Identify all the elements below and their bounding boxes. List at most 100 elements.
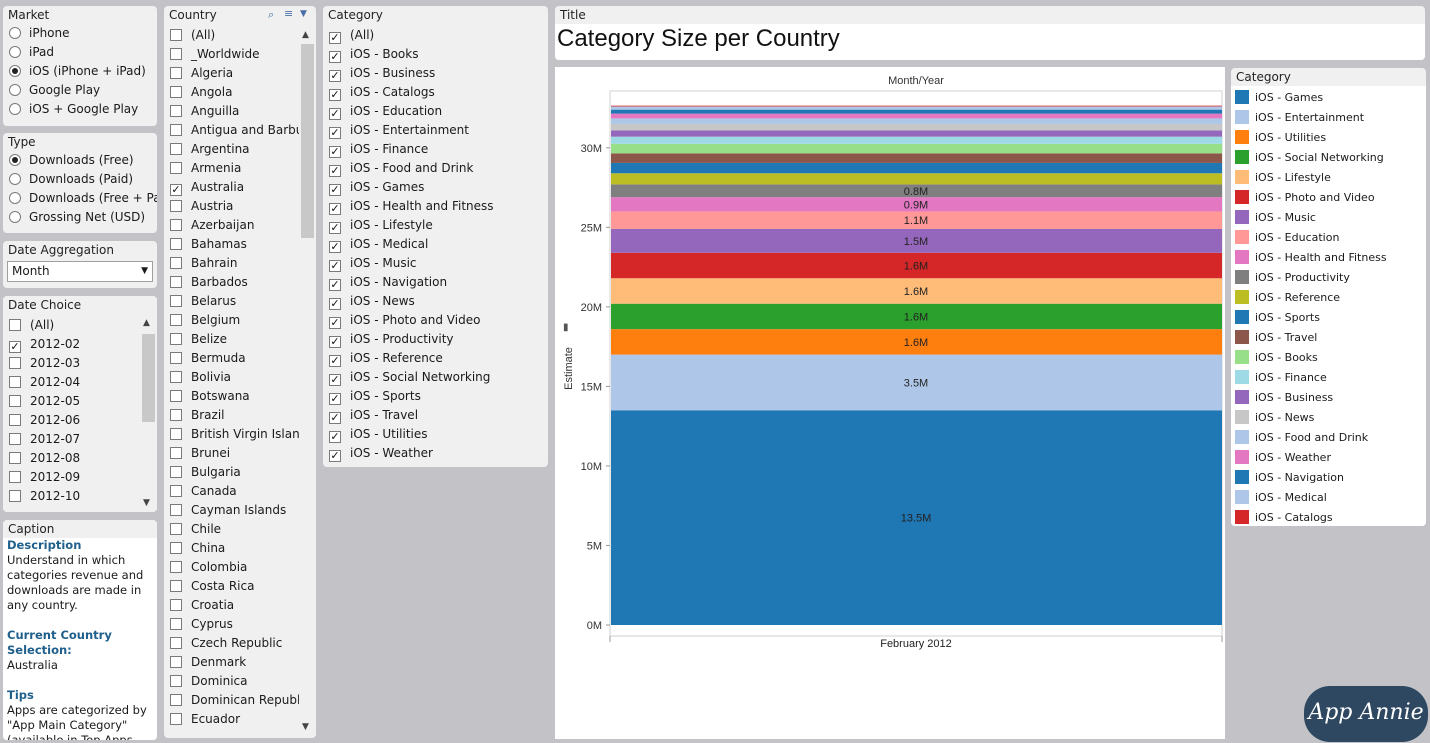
country-item[interactable]: Cyprus: [164, 615, 299, 634]
type-option[interactable]: Downloads (Paid): [3, 170, 157, 189]
country-item[interactable]: Belarus: [164, 292, 299, 311]
country-scrollbar[interactable]: ▲ ▼: [299, 26, 316, 736]
market-option[interactable]: iOS + Google Play: [3, 100, 157, 119]
category-filter-item[interactable]: ✓ iOS - Catalogs: [323, 83, 548, 102]
country-item[interactable]: Anguilla: [164, 102, 299, 121]
checkbox[interactable]: ✓: [329, 335, 341, 348]
checkbox[interactable]: ✓: [170, 183, 182, 196]
checkbox[interactable]: ✓: [329, 354, 341, 367]
checkbox[interactable]: [9, 395, 21, 407]
date-aggregation-select[interactable]: Month ▼: [7, 261, 153, 282]
legend-item[interactable]: iOS - Reference: [1231, 288, 1426, 308]
country-item[interactable]: Dominica: [164, 672, 299, 691]
radio-button[interactable]: [9, 103, 21, 115]
country-item[interactable]: Argentina: [164, 140, 299, 159]
checkbox[interactable]: [170, 713, 182, 725]
checkbox[interactable]: ✓: [329, 278, 341, 291]
checkbox[interactable]: [170, 694, 182, 706]
checkbox[interactable]: [170, 485, 182, 497]
checkbox[interactable]: ✓: [329, 50, 341, 63]
legend-item[interactable]: iOS - Utilities: [1231, 128, 1426, 148]
date-choice-item[interactable]: 2012-10: [3, 487, 140, 506]
radio-button[interactable]: [9, 173, 21, 185]
legend-item[interactable]: iOS - Finance: [1231, 368, 1426, 388]
checkbox[interactable]: [170, 314, 182, 326]
checkbox[interactable]: ✓: [329, 183, 341, 196]
date-choice-item[interactable]: 2012-03: [3, 354, 140, 373]
checkbox[interactable]: [170, 523, 182, 535]
country-item[interactable]: Belgium: [164, 311, 299, 330]
category-filter-item[interactable]: ✓ iOS - Weather: [323, 444, 548, 463]
checkbox[interactable]: [170, 409, 182, 421]
checkbox[interactable]: [170, 219, 182, 231]
date-choice-item[interactable]: 2012-05: [3, 392, 140, 411]
checkbox[interactable]: [9, 376, 21, 388]
category-filter-item[interactable]: ✓ iOS - Games: [323, 178, 548, 197]
checkbox[interactable]: [9, 414, 21, 426]
category-filter-item[interactable]: ✓ iOS - Books: [323, 45, 548, 64]
country-item[interactable]: Denmark: [164, 653, 299, 672]
checkbox[interactable]: ✓: [329, 126, 341, 139]
date-choice-item[interactable]: 2012-04: [3, 373, 140, 392]
country-item[interactable]: Botswana: [164, 387, 299, 406]
country-item[interactable]: Colombia: [164, 558, 299, 577]
country-item[interactable]: Canada: [164, 482, 299, 501]
checkbox[interactable]: [170, 124, 182, 136]
category-filter-item[interactable]: ✓ (All): [323, 26, 548, 45]
checkbox[interactable]: [170, 238, 182, 250]
legend-item[interactable]: iOS - Social Networking: [1231, 148, 1426, 168]
checkbox[interactable]: [170, 656, 182, 668]
category-filter-item[interactable]: ✓ iOS - Travel: [323, 406, 548, 425]
checkbox[interactable]: [170, 48, 182, 60]
country-item[interactable]: Armenia: [164, 159, 299, 178]
country-item[interactable]: Cayman Islands: [164, 501, 299, 520]
checkbox[interactable]: ✓: [9, 340, 21, 353]
category-filter-item[interactable]: ✓ iOS - Productivity: [323, 330, 548, 349]
checkbox[interactable]: [170, 162, 182, 174]
market-option[interactable]: iPad: [3, 43, 157, 62]
category-filter-item[interactable]: ✓ iOS - Entertainment: [323, 121, 548, 140]
market-option[interactable]: iOS (iPhone + iPad): [3, 62, 157, 81]
checkbox[interactable]: ✓: [329, 164, 341, 177]
legend-item[interactable]: iOS - Books: [1231, 348, 1426, 368]
category-filter-item[interactable]: ✓ iOS - Lifestyle: [323, 216, 548, 235]
category-filter-item[interactable]: ✓ iOS - Sports: [323, 387, 548, 406]
type-option[interactable]: Downloads (Free): [3, 151, 157, 170]
legend-item[interactable]: iOS - Lifestyle: [1231, 168, 1426, 188]
checkbox[interactable]: [170, 466, 182, 478]
country-item[interactable]: Ecuador: [164, 710, 299, 729]
checkbox[interactable]: [9, 490, 21, 502]
checkbox[interactable]: ✓: [329, 373, 341, 386]
country-item[interactable]: _Worldwide: [164, 45, 299, 64]
checkbox[interactable]: ✓: [329, 259, 341, 272]
category-filter-item[interactable]: ✓ iOS - Social Networking: [323, 368, 548, 387]
date-choice-item[interactable]: 2012-06: [3, 411, 140, 430]
checkbox[interactable]: [170, 675, 182, 687]
checkbox[interactable]: [170, 371, 182, 383]
checkbox[interactable]: [170, 561, 182, 573]
date-choice-item[interactable]: ✓ 2012-02: [3, 335, 140, 354]
country-item[interactable]: British Virgin Islands: [164, 425, 299, 444]
legend-item[interactable]: iOS - Travel: [1231, 328, 1426, 348]
category-filter-item[interactable]: ✓ iOS - Navigation: [323, 273, 548, 292]
legend-item[interactable]: iOS - Sports: [1231, 308, 1426, 328]
country-item[interactable]: Bolivia: [164, 368, 299, 387]
checkbox[interactable]: [170, 618, 182, 630]
country-item[interactable]: Bahamas: [164, 235, 299, 254]
country-item[interactable]: ✓ Australia: [164, 178, 299, 197]
radio-button[interactable]: [9, 211, 21, 223]
checkbox[interactable]: ✓: [329, 202, 341, 215]
market-option[interactable]: Google Play: [3, 81, 157, 100]
dropdown-menu-icon[interactable]: ▼: [300, 9, 307, 19]
radio-button[interactable]: [9, 46, 21, 58]
category-filter-item[interactable]: ✓ iOS - Music: [323, 254, 548, 273]
date-choice-scrollbar[interactable]: ▲ ▼: [140, 316, 157, 510]
date-choice-item[interactable]: 2012-07: [3, 430, 140, 449]
checkbox[interactable]: [9, 357, 21, 369]
legend-item[interactable]: iOS - Weather: [1231, 448, 1426, 468]
checkbox[interactable]: [9, 319, 21, 331]
checkbox[interactable]: ✓: [329, 69, 341, 82]
country-item[interactable]: Austria: [164, 197, 299, 216]
checkbox[interactable]: [170, 580, 182, 592]
date-choice-item[interactable]: (All): [3, 316, 140, 335]
